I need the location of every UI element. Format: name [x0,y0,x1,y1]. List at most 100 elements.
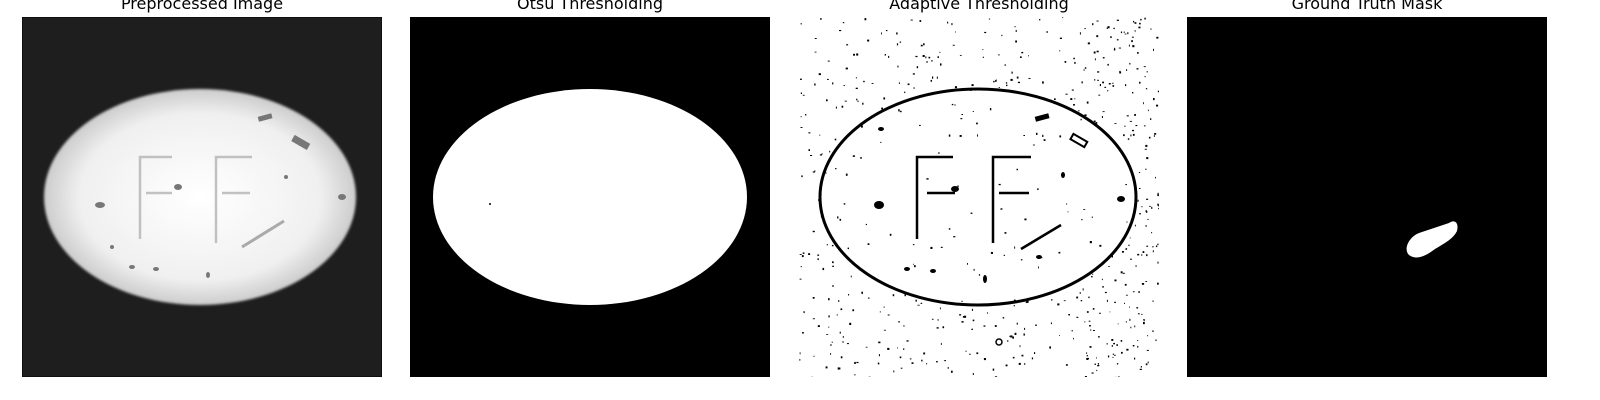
noise-speck [1084,321,1086,323]
noise-speck [1024,218,1027,221]
noise-speck [1025,301,1027,304]
noise-speck [1131,40,1133,42]
noise-speck [938,152,940,154]
noise-speck [813,355,815,357]
noise-speck [1093,330,1095,331]
noise-speck [1070,98,1073,100]
noise-speck [1125,321,1127,323]
noise-speck [898,321,900,323]
noise-speck [972,373,974,375]
noise-speck [799,254,802,255]
noise-speck [810,155,813,156]
noise-speck [1088,357,1089,360]
noise-speck [993,80,995,83]
noise-speck [1101,116,1103,118]
noise-speck [1114,301,1116,303]
noise-speck [1021,354,1024,357]
noise-speck [1074,61,1076,64]
noise-speck [983,358,986,361]
noise-speck [1152,250,1154,253]
noise-speck [921,359,923,362]
adaptive-threshold-image [799,17,1159,377]
noise-speck [1156,104,1159,107]
noise-speck [1028,78,1031,79]
noise-speck [1011,71,1013,74]
noise-speck [800,116,802,118]
noise-speck [1141,283,1145,285]
noise-speck [1091,276,1093,278]
noise-speck [1002,317,1005,319]
noise-speck [1097,79,1099,81]
noise-speck [1096,20,1099,22]
noise-speck [1113,342,1115,345]
noise-speck [819,134,821,136]
noise-speck [1137,313,1140,315]
noise-speck [1122,251,1124,253]
noise-speck [1128,44,1130,47]
noise-speck [1089,346,1092,348]
noise-speck [1111,255,1113,258]
noise-speck [854,374,856,376]
noise-speck [1147,361,1149,364]
noise-speck [864,18,867,21]
noise-speck [1081,81,1083,84]
noise-speck [1132,129,1134,132]
noise-speck [982,56,984,58]
noise-speck [1005,364,1008,367]
noise-speck [817,325,820,327]
noise-speck [1155,176,1156,179]
noise-speck [799,278,802,280]
noise-speck [812,171,815,173]
noise-speck [1155,339,1157,342]
noise-speck [1130,258,1132,260]
noise-speck [1157,90,1159,93]
noise-speck [967,263,968,265]
noise-speck [947,21,949,24]
noise-speck [1144,148,1147,150]
noise-speck [1139,368,1142,370]
noise-speck [1074,98,1076,100]
noise-speck [1134,114,1136,116]
noise-speck [961,114,963,115]
noise-speck [887,347,890,350]
noise-speck [1014,26,1016,28]
noise-speck [839,30,842,32]
noise-speck [1147,109,1149,112]
noise-speck [1108,266,1110,267]
noise-speck [988,18,991,20]
noise-speck [842,336,844,338]
noise-speck [1098,312,1101,314]
noise-speck [1021,51,1024,54]
noise-speck [1134,357,1136,360]
noise-speck [1062,17,1064,19]
noise-speck [970,212,973,214]
noise-speck [827,60,830,62]
noise-speck [961,321,964,323]
noise-speck [1096,357,1097,359]
noise-speck [1146,157,1149,160]
noise-speck [951,23,953,26]
noise-speck [1106,299,1108,302]
noise-speck [818,73,821,76]
noise-speck [1144,125,1146,127]
noise-speck [843,85,845,86]
noise-speck [1114,279,1117,282]
noise-speck [931,318,934,320]
noise-speck [1102,111,1105,113]
noise-speck [1126,221,1128,223]
noise-speck [912,73,915,75]
noise-speck [839,218,842,221]
noise-speck [903,325,905,327]
noise-speck [1094,58,1096,61]
noise-speck [898,82,900,84]
noise-speck [800,23,802,25]
noise-speck [913,87,915,89]
noise-speck [801,255,804,258]
noise-speck [1158,207,1159,210]
noise-speck [822,267,825,271]
noise-speck [1125,294,1128,296]
noise-speck [1089,325,1091,327]
panel-adaptive: Adaptive Thresholding [799,0,1159,400]
noise-speck [843,203,846,205]
noise-speck [1155,245,1158,248]
